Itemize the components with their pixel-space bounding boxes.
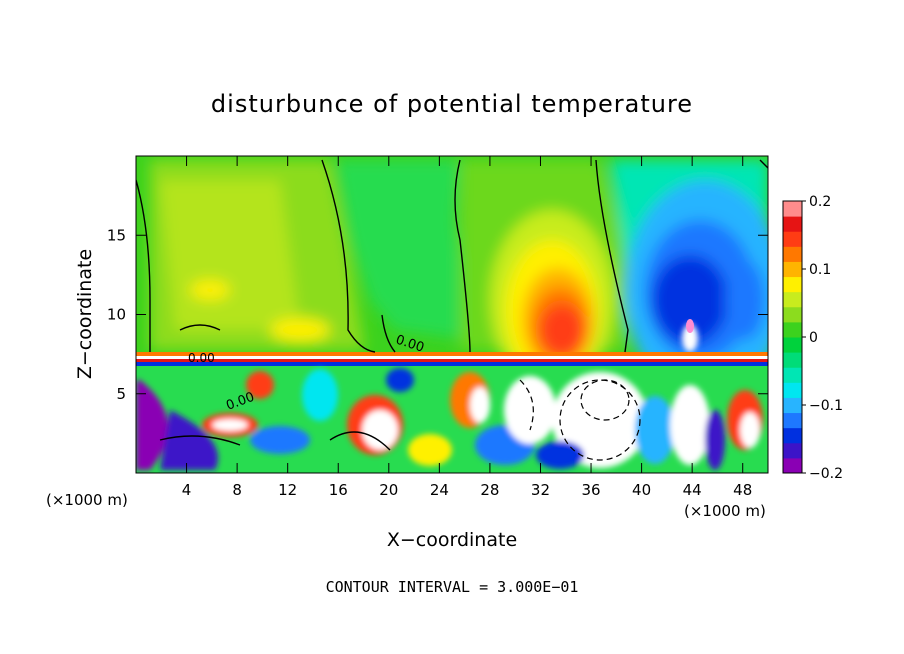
- contour-interval-note: CONTOUR INTERVAL = 3.000E−01: [326, 578, 579, 596]
- y-tick-label: 15: [107, 226, 126, 244]
- contour-label: 0.00: [188, 351, 215, 365]
- x-unit-left: (×1000 m): [46, 491, 128, 509]
- colorbar-tick-label: −0.2: [809, 466, 843, 482]
- x-tick-label: 32: [531, 481, 550, 499]
- x-tick-label: 24: [430, 481, 449, 499]
- x-tick-label: 8: [232, 481, 242, 499]
- colorbar-swatch: [783, 201, 802, 217]
- x-tick-label: 4: [182, 481, 192, 499]
- colorbar-tick-label: 0.2: [809, 194, 831, 210]
- x-tick-label: 16: [329, 481, 348, 499]
- colorbar-swatch: [783, 337, 802, 353]
- y-axis: 5 10 15: [107, 226, 768, 403]
- colorbar-swatch: [783, 382, 802, 398]
- colorbar-swatch: [783, 231, 802, 247]
- x-tick-label: 48: [733, 481, 752, 499]
- x-tick-label: 12: [278, 481, 297, 499]
- colorbar-tick-label: 0.1: [809, 262, 831, 278]
- colorbar-swatch: [783, 397, 802, 414]
- y-tick-label: 10: [107, 306, 126, 324]
- colorbar-swatch: [783, 276, 802, 293]
- colorbar-swatch: [783, 427, 802, 444]
- x-tick-label: 40: [632, 481, 651, 499]
- chart-title: disturbunce of potential temperature: [211, 90, 693, 118]
- x-unit-right: (×1000 m): [684, 502, 766, 520]
- colorbar-swatch: [783, 352, 802, 368]
- colorbar-tick-label: 0: [809, 330, 818, 346]
- colorbar-swatch: [783, 412, 802, 429]
- colorbar-swatch: [783, 367, 802, 383]
- y-tick-label: 5: [116, 385, 126, 403]
- colorbar-tick-label: −0.1: [809, 398, 843, 414]
- colorbar-swatch: [783, 261, 802, 278]
- colorbar-swatch: [783, 246, 802, 262]
- heatmap-field: 0.00 0.00 0.00: [136, 156, 768, 473]
- x-tick-label: 36: [581, 481, 600, 499]
- x-axis-label: X−coordinate: [387, 529, 517, 551]
- colorbar-swatch: [783, 291, 802, 308]
- colorbar-swatch: [783, 457, 802, 474]
- x-tick-label: 44: [683, 481, 702, 499]
- colorbar-swatch: [783, 216, 802, 232]
- x-tick-label: 20: [379, 481, 398, 499]
- colorbar-swatch: [783, 442, 802, 459]
- colorbar-swatch: [783, 321, 802, 338]
- y-axis-label: Z−coordinate: [74, 249, 96, 379]
- x-axis: 4 8 12 16 20 24 28 32 36 40 44 48: [182, 156, 752, 499]
- colorbar-swatch: [783, 306, 802, 323]
- colorbar: 0.2 0.1 0 −0.1 −0.2: [782, 194, 843, 482]
- x-tick-label: 28: [480, 481, 499, 499]
